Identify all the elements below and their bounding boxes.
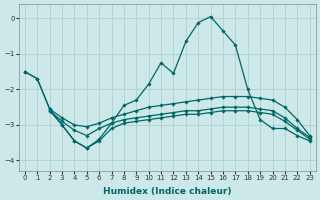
X-axis label: Humidex (Indice chaleur): Humidex (Indice chaleur) bbox=[103, 187, 232, 196]
